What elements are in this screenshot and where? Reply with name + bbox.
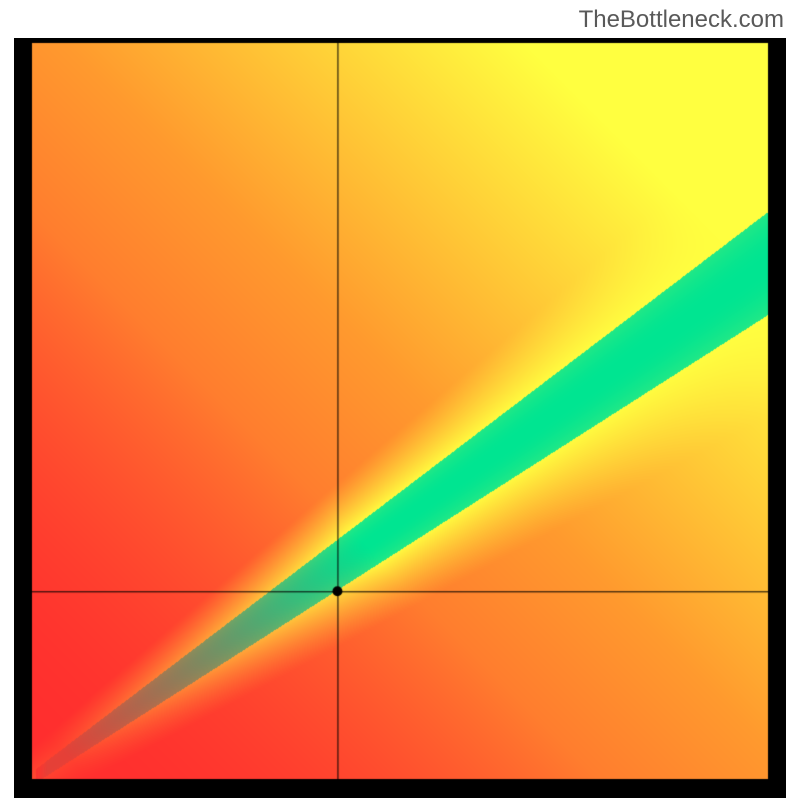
bottleneck-heatmap <box>14 38 786 798</box>
watermark-text: TheBottleneck.com <box>579 6 784 34</box>
chart-container: { "watermark": { "text": "TheBottleneck.… <box>0 0 800 800</box>
